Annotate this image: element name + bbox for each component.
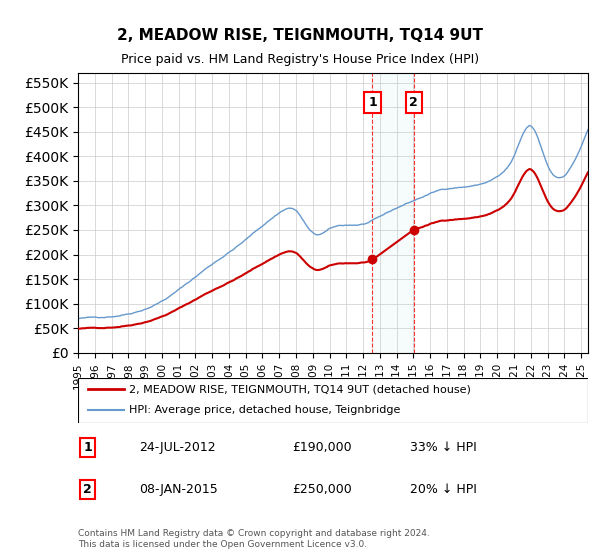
Text: Contains HM Land Registry data © Crown copyright and database right 2024.
This d: Contains HM Land Registry data © Crown c… [78, 529, 430, 549]
Text: 2: 2 [409, 96, 418, 109]
Text: HPI: Average price, detached house, Teignbridge: HPI: Average price, detached house, Teig… [129, 405, 400, 416]
Text: 20% ↓ HPI: 20% ↓ HPI [409, 483, 476, 496]
Text: 24-JUL-2012: 24-JUL-2012 [139, 441, 216, 454]
Text: 2, MEADOW RISE, TEIGNMOUTH, TQ14 9UT (detached house): 2, MEADOW RISE, TEIGNMOUTH, TQ14 9UT (de… [129, 384, 471, 394]
Text: 2, MEADOW RISE, TEIGNMOUTH, TQ14 9UT: 2, MEADOW RISE, TEIGNMOUTH, TQ14 9UT [117, 28, 483, 43]
Text: 2: 2 [83, 483, 92, 496]
Text: 1: 1 [83, 441, 92, 454]
Text: £190,000: £190,000 [292, 441, 352, 454]
Text: 33% ↓ HPI: 33% ↓ HPI [409, 441, 476, 454]
Text: 08-JAN-2015: 08-JAN-2015 [139, 483, 218, 496]
Text: 1: 1 [368, 96, 377, 109]
Text: Price paid vs. HM Land Registry's House Price Index (HPI): Price paid vs. HM Land Registry's House … [121, 53, 479, 66]
FancyBboxPatch shape [78, 378, 588, 423]
Bar [373, 73, 413, 353]
Text: £250,000: £250,000 [292, 483, 352, 496]
